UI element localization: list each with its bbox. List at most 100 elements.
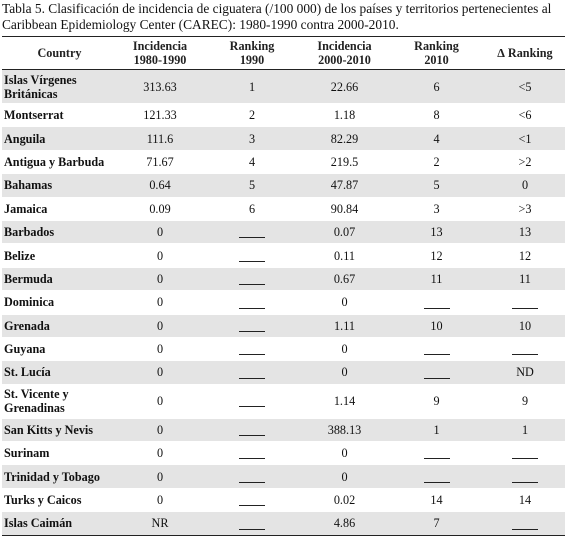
table-row: Jamaica 0.09 6 90.84 3 >3 (2, 196, 565, 221)
ranking-1990-cell (203, 417, 301, 442)
ranking-1990-cell: 3 (203, 126, 301, 151)
incidence-2000-2010-cell: 22.66 (301, 69, 388, 104)
empty-rank-dash (239, 299, 265, 309)
incidence-1980-1990-cell: 0 (117, 464, 203, 489)
delta-ranking-cell: 10 (485, 313, 565, 338)
ranking-1990-cell (203, 290, 301, 315)
table-row: Barbados 0 0.07 13 13 (2, 219, 565, 244)
country-cell: Grenada (2, 313, 117, 338)
incidence-1980-1990-cell: 0 (117, 417, 203, 442)
incidence-table: Country Incidencia 1980-1990 Ranking 1990 … (2, 36, 565, 536)
ranking-2010-cell: 3 (388, 196, 485, 221)
empty-rank-dash (423, 473, 450, 483)
country-cell: Anguila (2, 126, 117, 151)
empty-rank-dash (423, 449, 450, 460)
ranking-1990-cell (203, 441, 301, 465)
incidence-1980-1990-cell: 111.6 (117, 126, 203, 151)
empty-rank-dash (423, 369, 450, 379)
incidence-2000-2010-cell: 0 (301, 441, 388, 465)
incidence-1980-1990-cell: 0 (117, 313, 203, 338)
empty-rank-dash (239, 397, 265, 408)
country-cell: San Kitts y Nevis (2, 417, 117, 442)
header-incidence-1980-1990: Incidencia 1980-1990 (117, 36, 203, 70)
ranking-2010-cell: 2 (388, 149, 485, 174)
incidence-1980-1990-cell: 0 (117, 383, 203, 419)
ranking-1990-cell (203, 219, 301, 244)
country-cell: Jamaica (2, 196, 117, 221)
incidence-2000-2010-cell: 90.84 (301, 196, 388, 221)
ranking-2010-cell: 4 (388, 126, 485, 151)
country-cell: Montserrat (2, 102, 117, 127)
ranking-2010-cell: 11 (388, 266, 485, 291)
header-row: Country Incidencia 1980-1990 Ranking 1990 … (2, 36, 565, 70)
table-row: Montserrat 121.33 2 1.18 8 <6 (2, 102, 565, 127)
header-delta-ranking: ∆ Ranking (485, 36, 565, 70)
empty-rank-dash (512, 520, 538, 530)
delta-ranking-cell (485, 290, 565, 315)
country-cell: Trinidad y Tobago (2, 464, 117, 489)
country-cell: Barbados (2, 219, 117, 244)
empty-rank-dash (239, 426, 265, 437)
ranking-2010-cell: 14 (388, 487, 485, 512)
empty-rank-dash (423, 299, 450, 309)
delta-ranking-cell (485, 441, 565, 465)
delta-ranking-cell: ND (485, 360, 565, 385)
table-row: Guyana 0 0 (2, 336, 565, 361)
empty-rank-dash (512, 449, 538, 460)
empty-rank-dash (239, 496, 265, 507)
ranking-2010-cell: 12 (388, 243, 485, 268)
incidence-2000-2010-cell: 0 (301, 336, 388, 361)
incidence-2000-2010-cell: 0 (301, 360, 388, 385)
ranking-2010-cell (388, 336, 485, 361)
delta-ranking-cell: <1 (485, 126, 565, 151)
country-cell: St. Vicente y Grenadinas (2, 383, 117, 419)
ranking-1990-cell (203, 487, 301, 512)
ranking-1990-cell: 5 (203, 173, 301, 198)
empty-rank-dash (239, 520, 265, 530)
delta-ranking-cell: 11 (485, 266, 565, 291)
empty-rank-dash (239, 228, 265, 239)
delta-ranking-cell: >3 (485, 196, 565, 221)
incidence-2000-2010-cell: 1.18 (301, 102, 388, 127)
empty-rank-dash (423, 345, 450, 356)
empty-rank-dash (512, 473, 538, 483)
delta-ranking-cell: <6 (485, 102, 565, 127)
delta-ranking-cell: 0 (485, 173, 565, 198)
ranking-2010-cell: 9 (388, 383, 485, 419)
empty-rank-dash (239, 345, 265, 356)
incidence-1980-1990-cell: 0 (117, 441, 203, 465)
empty-rank-dash (512, 345, 538, 356)
delta-ranking-cell: 14 (485, 487, 565, 512)
header-ranking-2010: Ranking 2010 (388, 36, 485, 70)
incidence-1980-1990-cell: 0 (117, 243, 203, 268)
table-body: Islas Vírgenes Británicas 313.63 1 22.66 6 <5 M… (2, 69, 565, 536)
country-cell: Belize (2, 243, 117, 268)
ranking-1990-cell: 2 (203, 102, 301, 127)
country-cell: Islas Vírgenes Británicas (2, 69, 117, 104)
ranking-2010-cell (388, 441, 485, 465)
incidence-2000-2010-cell: 0 (301, 290, 388, 315)
incidence-1980-1990-cell: 0 (117, 360, 203, 385)
delta-ranking-cell: 9 (485, 383, 565, 419)
ranking-1990-cell (203, 243, 301, 268)
delta-ranking-cell: 13 (485, 219, 565, 244)
table-caption: Tabla 5. Clasificación de incidencia de … (2, 1, 552, 32)
header-incidence-2000-2010: Incidencia 2000-2010 (301, 36, 388, 70)
empty-rank-dash (239, 369, 265, 379)
incidence-2000-2010-cell: 0.67 (301, 266, 388, 291)
country-cell: St. Lucía (2, 360, 117, 385)
country-cell: Bahamas (2, 173, 117, 198)
ranking-2010-cell: 8 (388, 102, 485, 127)
incidence-1980-1990-cell: 71.67 (117, 149, 203, 174)
header-country: Country (2, 36, 117, 70)
delta-ranking-cell: 1 (485, 417, 565, 442)
incidence-1980-1990-cell: 0.64 (117, 173, 203, 198)
empty-rank-dash (239, 449, 265, 460)
incidence-1980-1990-cell: 313.63 (117, 69, 203, 104)
delta-ranking-cell: <5 (485, 69, 565, 104)
incidence-1980-1990-cell: 121.33 (117, 102, 203, 127)
ranking-1990-cell: 6 (203, 196, 301, 221)
country-cell: Bermuda (2, 266, 117, 291)
table-row: St. Vicente y Grenadinas 0 1.14 9 9 (2, 383, 565, 419)
ranking-1990-cell (203, 383, 301, 419)
